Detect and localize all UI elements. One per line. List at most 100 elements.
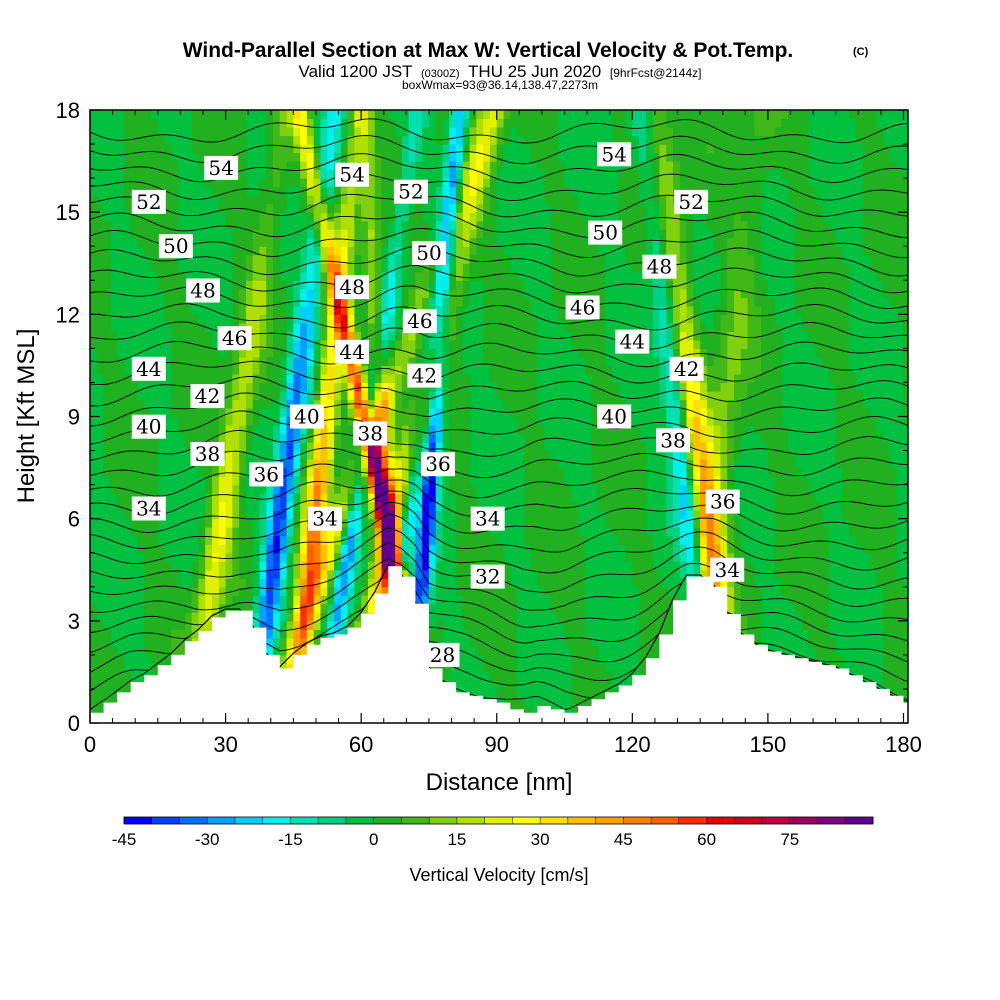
velocity-cell [103, 680, 111, 690]
velocity-cell [469, 169, 477, 179]
velocity-cell [537, 348, 545, 358]
velocity-cell [469, 144, 477, 154]
velocity-cell [137, 127, 145, 137]
velocity-cell [171, 178, 179, 188]
velocity-cell [517, 620, 525, 630]
velocity-cell [415, 331, 423, 341]
velocity-cell [374, 544, 383, 554]
velocity-cell [435, 263, 444, 273]
velocity-cell [435, 280, 444, 290]
velocity-cell [354, 552, 362, 562]
velocity-cell [123, 178, 132, 188]
velocity-cell [232, 484, 240, 494]
velocity-cell [293, 195, 301, 205]
velocity-cell [415, 433, 423, 443]
velocity-cell [218, 501, 227, 511]
velocity-cell [273, 271, 281, 281]
velocity-cell [435, 356, 444, 367]
velocity-cell [489, 263, 498, 273]
velocity-cell [544, 314, 552, 324]
velocity-cell [205, 314, 213, 324]
velocity-cell [388, 144, 396, 154]
velocity-cell [266, 433, 274, 443]
velocity-cell [503, 552, 511, 562]
velocity-cell [225, 586, 233, 596]
velocity-cell [354, 407, 362, 418]
velocity-cell [381, 263, 389, 273]
velocity-cell [334, 467, 342, 477]
velocity-cell [218, 229, 227, 239]
velocity-cell [327, 288, 335, 298]
velocity-cell [483, 365, 491, 375]
velocity-cell [103, 246, 111, 256]
velocity-cell [178, 612, 186, 622]
velocity-cell [334, 305, 342, 315]
velocity-cell [334, 416, 342, 426]
velocity-cell [530, 646, 539, 656]
velocity-cell [381, 552, 389, 562]
velocity-cell [544, 578, 552, 588]
velocity-cell [178, 118, 186, 128]
velocity-cell [259, 331, 267, 341]
velocity-cell [449, 127, 457, 137]
velocity-cell [286, 161, 294, 171]
velocity-cell [137, 339, 145, 349]
velocity-cell [117, 476, 125, 486]
velocity-cell [395, 399, 403, 409]
velocity-cell [428, 663, 437, 673]
velocity-cell [401, 365, 410, 375]
velocity-cell [361, 314, 369, 324]
velocity-cell [279, 365, 288, 375]
velocity-cell [462, 348, 471, 358]
velocity-cell [544, 399, 552, 409]
velocity-cell [469, 442, 477, 452]
velocity-cell [178, 535, 186, 545]
velocity-cell [123, 671, 132, 682]
velocity-cell [178, 110, 186, 120]
velocity-cell [245, 220, 254, 230]
velocity-cell [184, 493, 193, 503]
velocity-cell [178, 484, 186, 494]
velocity-cell [259, 288, 267, 298]
velocity-cell [503, 373, 511, 384]
velocity-cell [476, 680, 484, 690]
velocity-cell [449, 382, 457, 392]
velocity-cell [144, 476, 152, 486]
velocity-cell [137, 450, 145, 460]
velocity-cell [496, 459, 505, 469]
velocity-cell [489, 527, 498, 537]
velocity-cell [245, 186, 254, 196]
velocity-cell [523, 586, 532, 596]
velocity-cell [320, 237, 328, 247]
velocity-cell [313, 118, 322, 128]
velocity-cell [456, 331, 464, 341]
velocity-cell [286, 450, 294, 460]
velocity-cell [273, 612, 281, 622]
velocity-cell [225, 127, 233, 137]
velocity-cell [252, 510, 261, 520]
velocity-cell [462, 620, 471, 630]
velocity-cell [517, 390, 525, 401]
velocity-cell [218, 305, 227, 315]
velocity-cell [96, 663, 105, 673]
velocity-cell [374, 135, 383, 145]
velocity-cell [435, 629, 444, 639]
velocity-cell [130, 595, 139, 605]
velocity-cell [198, 135, 206, 145]
velocity-cell [171, 356, 179, 367]
velocity-cell [367, 305, 376, 315]
velocity-cell [313, 365, 322, 375]
velocity-cell [225, 178, 233, 188]
velocity-cell [456, 356, 464, 367]
velocity-cell [178, 416, 186, 426]
velocity-cell [544, 595, 552, 605]
velocity-cell [306, 535, 315, 545]
velocity-cell [476, 135, 484, 145]
velocity-cell [510, 186, 518, 196]
velocity-cell [205, 271, 213, 281]
velocity-cell [550, 510, 559, 520]
velocity-cell [510, 271, 518, 281]
velocity-cell [449, 297, 457, 307]
velocity-cell [428, 271, 437, 281]
velocity-cell [178, 450, 186, 460]
